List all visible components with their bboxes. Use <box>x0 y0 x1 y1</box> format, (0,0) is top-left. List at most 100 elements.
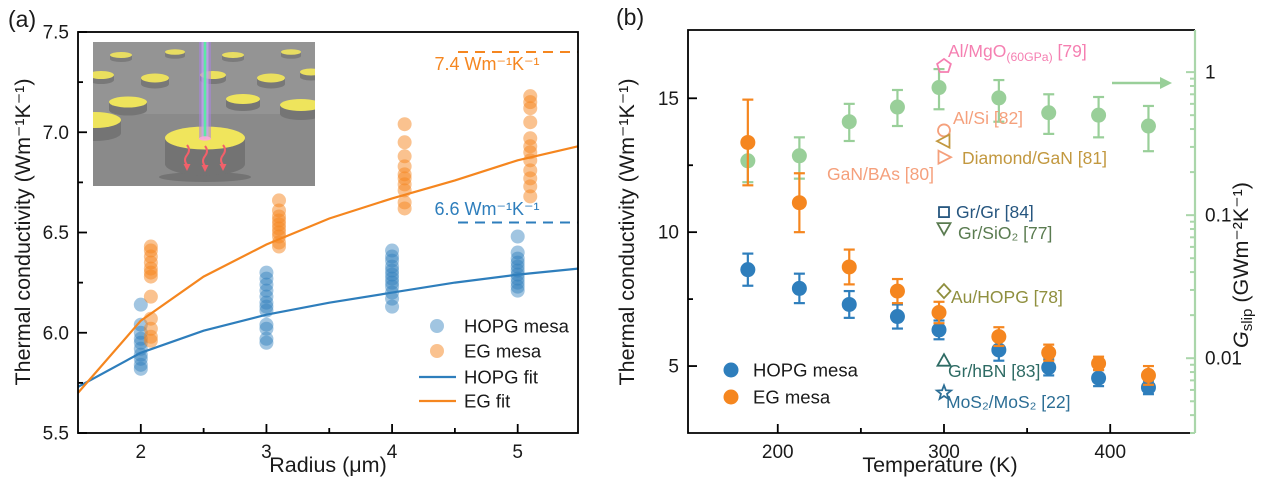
heat-flow-arrows <box>183 144 227 172</box>
data-point <box>523 101 538 116</box>
data-point <box>510 245 525 260</box>
data-point <box>523 189 538 204</box>
ref-marker-diamond <box>936 282 952 300</box>
panel-b-y2label: Gslip (GWm⁻²K⁻¹) <box>1229 182 1256 348</box>
ref-marker-triangle-up <box>935 352 953 367</box>
ref-label: Al/MgO(60GPa) [79] <box>948 41 1087 64</box>
legend-marker <box>723 389 739 405</box>
right-axis-ticks <box>1186 71 1195 434</box>
data-point <box>143 289 158 304</box>
eg-mesa-series <box>740 98 1156 386</box>
data-point <box>397 117 412 132</box>
ref-label: Gr/Gr [84] <box>956 202 1034 222</box>
panel-b-ylabel: Thermal conductivity (Wm⁻¹K⁻¹) <box>615 78 639 385</box>
data-point <box>1041 345 1057 361</box>
data-point <box>740 262 756 278</box>
y2-tick-label: 1 <box>1205 63 1216 84</box>
data-point <box>385 299 400 314</box>
data-point <box>1140 367 1156 383</box>
data-point <box>1140 118 1156 134</box>
laser-beam <box>199 42 211 141</box>
data-point <box>272 239 287 254</box>
data-point <box>259 321 274 336</box>
data-point <box>1041 105 1057 121</box>
data-point <box>991 329 1007 345</box>
data-point <box>510 255 525 270</box>
data-point <box>259 331 274 346</box>
x-tick-label: 300 <box>928 442 960 463</box>
data-point <box>510 251 525 266</box>
g-slip-series <box>740 67 1156 184</box>
mesa-array-mid <box>93 94 315 141</box>
data-point <box>1041 359 1057 375</box>
x-tick-label: 400 <box>1094 442 1126 463</box>
ref-label: Diamond/GaN [81] <box>962 148 1107 168</box>
ref-label: Gr/hBN [83] <box>948 361 1040 381</box>
legend-label: HOPG fit <box>464 367 538 388</box>
data-point <box>385 253 400 268</box>
data-point <box>143 269 158 284</box>
data-point <box>133 297 148 312</box>
legend-label: HOPG mesa <box>464 316 570 337</box>
data-point <box>889 283 905 299</box>
ref-label: GaN/BAs [80] <box>827 164 934 184</box>
ref-label: MoS₂/MoS₂ [22] <box>946 392 1070 412</box>
annotation-label: 7.4 Wm⁻¹K⁻¹ <box>434 54 539 74</box>
data-point <box>259 277 274 292</box>
data-point <box>259 289 274 304</box>
panel-b-ticks <box>688 97 1112 433</box>
panel-a-xlabel: Radius (μm) <box>269 453 387 477</box>
data-point <box>133 361 148 376</box>
data-point <box>259 283 274 298</box>
legend-label: EG mesa <box>753 387 831 408</box>
data-point <box>791 195 807 211</box>
data-point <box>931 305 947 321</box>
data-point <box>510 283 525 298</box>
panel-a-ticks <box>78 31 519 434</box>
reference-symbols: Al/MgO(60GPa) [79] Al/Si [82] Diamond/GaN … <box>827 41 1107 412</box>
y2-tick-label: 0.1 <box>1205 206 1231 227</box>
y-tick-label: 6.5 <box>43 223 69 244</box>
x-tick-label: 200 <box>762 442 794 463</box>
y-tick-label: 5 <box>668 357 679 378</box>
panel-b-legend: HOPG mesa EG mesa <box>723 360 859 408</box>
data-point <box>889 99 905 115</box>
hopg-fit-line <box>77 267 579 388</box>
data-point <box>259 295 274 310</box>
ref-marker-triangle-right <box>937 149 953 166</box>
y2-tick-label: 0.01 <box>1205 349 1242 370</box>
data-point <box>397 149 412 164</box>
eg-mesa-points <box>143 89 538 348</box>
ref-label: Gr/SiO₂ [77] <box>958 223 1052 243</box>
data-point <box>385 267 400 282</box>
legend-marker <box>430 319 444 333</box>
panel-a-ylabel: Thermal conductivity (Wm⁻¹K⁻¹) <box>11 78 35 385</box>
data-point <box>931 80 947 96</box>
ref-marker-triangle-down <box>935 222 953 237</box>
data-point <box>1091 370 1107 386</box>
data-point <box>841 296 857 312</box>
data-point <box>1091 107 1107 123</box>
ref-marker-star <box>934 382 954 401</box>
right-axis-arrow <box>1112 77 1172 89</box>
legend-label: EG fit <box>464 391 510 412</box>
y-tick-label: 5.5 <box>43 424 69 445</box>
data-point <box>259 299 274 314</box>
data-point <box>523 179 538 194</box>
data-point <box>385 275 400 290</box>
mesa-shadow <box>159 172 251 182</box>
data-point <box>510 229 525 244</box>
data-point <box>397 135 412 150</box>
data-point <box>385 249 400 264</box>
data-point <box>385 243 400 258</box>
panel-b-tag: (b) <box>616 4 645 30</box>
x-tick-label: 5 <box>512 442 523 463</box>
panel-b: Al/MgO(60GPa) [79] Al/Si [82] Diamond/GaN … <box>615 29 1256 477</box>
data-point <box>791 148 807 164</box>
panel-a-tag: (a) <box>8 6 37 32</box>
legend-marker <box>723 362 739 378</box>
laser-spot <box>199 136 211 141</box>
data-point <box>991 90 1007 106</box>
ref-marker-pentagon <box>936 57 952 73</box>
